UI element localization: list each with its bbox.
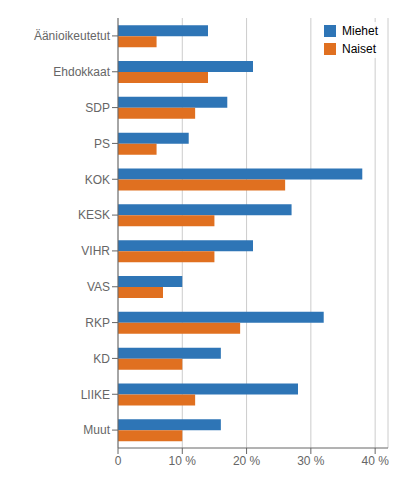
svg-text:Muut: Muut [83, 423, 110, 437]
svg-text:20 %: 20 % [233, 454, 261, 468]
svg-text:KD: KD [93, 352, 110, 366]
html-text:Naiset: Naiset [342, 42, 376, 56]
svg-text:RKP: RKP [85, 316, 110, 330]
svg-text:KESK: KESK [78, 208, 110, 222]
svg-text:VAS: VAS [87, 280, 110, 294]
svg-text:PS: PS [94, 137, 110, 151]
svg-text:40 %: 40 % [361, 454, 389, 468]
svg-text:VIHR: VIHR [81, 244, 110, 258]
html-text:Miehet: Miehet [342, 24, 378, 38]
svg-text:KOK: KOK [85, 173, 110, 187]
svg-text:SDP: SDP [85, 101, 110, 115]
svg-text:Äänioikeutetut: Äänioikeutetut [34, 29, 111, 43]
svg-text:30 %: 30 % [297, 454, 325, 468]
svg-text:LIIKE: LIIKE [81, 388, 110, 402]
svg-text:Ehdokkaat: Ehdokkaat [53, 65, 110, 79]
svg-text:10 %: 10 % [169, 454, 197, 468]
svg-text:0: 0 [115, 454, 122, 468]
